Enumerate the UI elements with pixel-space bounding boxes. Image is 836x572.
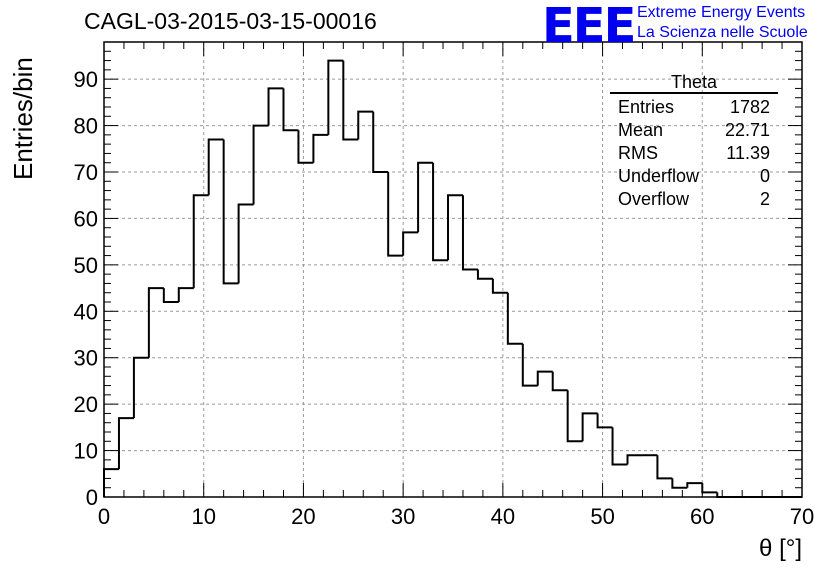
axis-ticks: [103, 41, 803, 498]
y-tick-label: 80: [74, 114, 98, 139]
stats-row-rms: RMS 11.39: [610, 142, 778, 165]
y-tick-label: 70: [74, 160, 98, 185]
stats-box: Theta Entries 1782 Mean 22.71 RMS 11.39 Underf…: [610, 72, 778, 211]
stats-row-entries: Entries 1782: [610, 96, 778, 119]
histogram-bin: [447, 194, 463, 261]
histogram-bin: [312, 133, 329, 163]
y-tick-label: 40: [74, 299, 98, 324]
histogram-bin: [671, 478, 688, 489]
stats-label: Mean: [618, 120, 664, 140]
y-tick-label: 0: [86, 485, 98, 510]
y-tick-label: 60: [74, 206, 98, 231]
histogram-bin: [521, 343, 538, 387]
histogram-bin: [162, 288, 179, 303]
stats-row-overflow: Overflow 2: [610, 188, 778, 211]
histogram-bin: [596, 413, 613, 429]
histogram-bin: [402, 231, 419, 256]
histogram-bin: [342, 60, 359, 141]
stats-row-underflow: Underflow 0: [610, 165, 778, 188]
plot-frame: [103, 41, 803, 498]
histogram-bin: [536, 370, 553, 386]
histogram-bin: [686, 482, 703, 488]
histogram-bin: [476, 269, 493, 280]
x-tick-label: 10: [191, 504, 215, 529]
axes-frame: [103, 41, 803, 498]
stats-label: Underflow: [618, 166, 700, 186]
logo-caption-line2: La Scienza nelle Scuole: [637, 24, 808, 41]
stats-value: 22.71: [724, 120, 770, 140]
x-tick-label: 70: [790, 504, 814, 529]
histogram-bin: [267, 87, 284, 126]
histogram-bin: [222, 139, 239, 285]
x-tick-label: 20: [291, 504, 315, 529]
histogram-bin: [327, 59, 344, 135]
histogram-bin: [132, 356, 149, 419]
histogram-bin: [282, 88, 299, 132]
y-tick-label: 90: [74, 67, 98, 92]
logo-caption-line1: Extreme Energy Events: [637, 4, 806, 21]
histogram-bin: [626, 454, 643, 465]
histogram-bin: [506, 292, 523, 345]
x-axis-label: θ [°]: [759, 535, 802, 562]
histogram-bin: [566, 390, 583, 443]
histogram-bin: [357, 110, 374, 140]
eee-logo: EEE: [542, 0, 636, 54]
stats-rows: Entries 1782 Mean 22.71 RMS 11.39 Underflow 0 Ov…: [610, 96, 778, 211]
histogram-bin: [177, 287, 194, 302]
logo-caption: Extreme Energy Events La Scienza nelle S…: [637, 3, 808, 43]
x-tick-label: 50: [590, 504, 614, 529]
chart-title: CAGL-03-2015-03-15-00016: [84, 8, 377, 34]
y-tick-label: 30: [74, 346, 98, 371]
histogram-bin: [297, 130, 314, 164]
y-tick-label: 10: [74, 439, 98, 464]
stats-value: 1782: [729, 97, 770, 117]
stats-label: Overflow: [618, 189, 690, 209]
y-axis-label: Entries/bin: [8, 57, 38, 180]
x-tick-label: 30: [391, 504, 415, 529]
histogram-bin: [461, 195, 478, 271]
y-tick-label: 20: [74, 392, 98, 417]
histogram-bin: [701, 483, 718, 494]
stats-label: RMS: [618, 143, 658, 163]
y-tick-label: 50: [74, 253, 98, 278]
stats-row-mean: Mean 22.71: [610, 119, 778, 142]
x-tick-label: 60: [690, 504, 714, 529]
stats-label: Entries: [618, 97, 675, 117]
x-tick-label: 40: [491, 504, 515, 529]
histogram-bin: [103, 468, 119, 497]
stats-title: Theta: [610, 72, 778, 94]
histogram-bin: [491, 278, 508, 294]
histogram-bin: [237, 203, 254, 284]
histogram-bin: [581, 412, 598, 442]
grid-lines: [104, 42, 802, 497]
histogram-bin: [551, 371, 568, 392]
stats-value: 11.39: [726, 143, 770, 163]
stats-value: 2: [759, 189, 770, 209]
histogram-series: [103, 59, 802, 498]
histogram-bin: [417, 161, 434, 233]
stats-value: 0: [759, 166, 770, 186]
x-tick-label: 0: [98, 504, 110, 529]
histogram-bin: [432, 162, 449, 262]
histogram-bin: [117, 417, 134, 470]
histogram-bin: [656, 455, 673, 480]
histogram-bin: [387, 172, 404, 257]
histogram-bin: [207, 138, 224, 196]
histogram-bin: [372, 111, 389, 173]
histogram-bin: [611, 427, 628, 466]
histogram-bin: [252, 124, 269, 205]
histogram-bin: [147, 287, 164, 358]
histogram-bin: [192, 194, 209, 289]
